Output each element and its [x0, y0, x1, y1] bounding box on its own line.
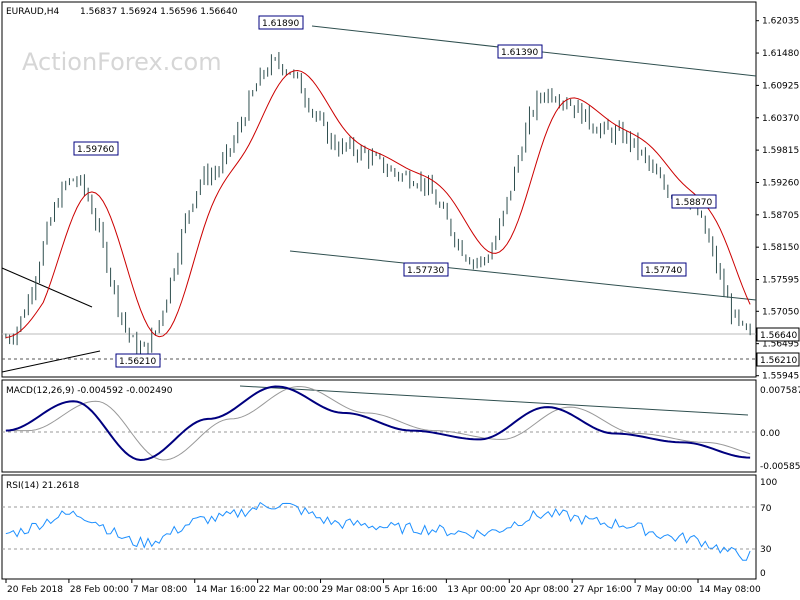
- rsi-tick-100: 100: [760, 478, 777, 488]
- price-tick-label: 1.62035: [762, 17, 799, 27]
- x-axis-label: 20 Feb 2018: [7, 585, 63, 595]
- price-tick-label: 1.59260: [762, 178, 799, 188]
- watermark: ActionForex.com: [22, 48, 222, 76]
- annotation-157730: 1.57730: [403, 262, 449, 277]
- price-tick-label: 1.59815: [762, 146, 799, 156]
- macd-signal-line: [5, 386, 751, 461]
- x-axis-label: 20 Apr 08:00: [510, 585, 569, 595]
- x-axis: 20 Feb 2018 28 Feb 00:00 7 Mar 08:00 14 Mar…: [5, 579, 761, 595]
- price-tick-label: 1.57595: [762, 276, 799, 286]
- macd-tick-zero: 0.00: [760, 429, 780, 439]
- chart-symbol: EURAUD,H4: [6, 7, 59, 17]
- x-axis-label: 7 May 00:00: [636, 585, 692, 595]
- svg-text:1.59760: 1.59760: [77, 145, 114, 155]
- price-tick-label: 1.57050: [762, 307, 799, 317]
- rsi-tick-70: 70: [760, 504, 772, 514]
- svg-text:1.56640: 1.56640: [760, 331, 797, 341]
- triangle-lower-trendline: [1, 350, 101, 373]
- x-axis-label: 7 Mar 08:00: [133, 585, 188, 595]
- x-axis-label: 14 Mar 16:00: [196, 585, 256, 595]
- x-axis-label: 22 Mar 00:00: [259, 585, 319, 595]
- x-axis-label: 13 Apr 00:00: [447, 585, 506, 595]
- svg-text:1.58870: 1.58870: [675, 198, 712, 208]
- x-axis-label: 28 Feb 00:00: [70, 585, 129, 595]
- rsi-tick-30: 30: [760, 545, 772, 555]
- macd-trendline: [239, 385, 749, 416]
- price-tick-label: 1.58705: [762, 211, 799, 221]
- chart-ohlc: 1.56837 1.56924 1.56596 1.56640: [80, 7, 238, 17]
- x-axis-label: 29 Mar 08:00: [322, 585, 382, 595]
- price-axis: 1.62035 1.61480 1.60925 1.60370 1.59815 1.592…: [756, 17, 799, 382]
- price-tick-label: 1.55945: [762, 372, 799, 382]
- svg-text:1.57730: 1.57730: [407, 266, 444, 276]
- annotation-161390: 1.61390: [497, 44, 543, 59]
- rsi-line: [5, 501, 751, 561]
- x-axis-label: 27 Apr 16:00: [573, 585, 632, 595]
- rsi-title: RSI(14) 21.2618: [6, 481, 79, 491]
- svg-text:1.56210: 1.56210: [119, 357, 156, 367]
- svg-text:1.61390: 1.61390: [501, 48, 538, 58]
- macd-tick-top: 0.007587: [760, 386, 800, 396]
- price-tick-label: 1.60925: [762, 81, 799, 91]
- moving-average-line: [5, 70, 751, 339]
- annotation-156210: 1.56210: [115, 353, 161, 368]
- price-tick-label: 1.60370: [762, 114, 799, 124]
- macd-tick-bottom: -0.005853: [760, 462, 800, 472]
- macd-line: [5, 385, 751, 461]
- svg-text:1.57740: 1.57740: [645, 266, 682, 276]
- support-price-box: 1.56210: [756, 352, 800, 367]
- price-tick-label: 1.61480: [762, 49, 799, 59]
- candles-group: [5, 52, 751, 358]
- annotation-158870: 1.58870: [671, 194, 717, 209]
- macd-title: MACD(12,26,9) -0.004592 -0.002490: [6, 386, 173, 396]
- annotation-161890: 1.61890: [258, 15, 304, 30]
- annotation-159760: 1.59760: [73, 141, 119, 156]
- rsi-tick-0: 0: [760, 569, 766, 579]
- x-axis-label: 14 May 08:00: [699, 585, 761, 595]
- price-panel-frame: [1, 1, 757, 378]
- lower-channel-trendline: [289, 250, 757, 301]
- svg-text:1.61890: 1.61890: [262, 19, 299, 29]
- price-tick-label: 1.56495: [762, 340, 799, 350]
- price-tick-label: 1.58150: [762, 243, 799, 253]
- triangle-upper-trendline: [1, 267, 93, 308]
- svg-text:1.56210: 1.56210: [760, 356, 797, 366]
- current-price-box: 1.56640: [756, 327, 800, 342]
- annotation-157740: 1.57740: [641, 262, 687, 277]
- macd-panel-frame: [1, 379, 757, 473]
- x-axis-label: 5 Apr 16:00: [384, 585, 437, 595]
